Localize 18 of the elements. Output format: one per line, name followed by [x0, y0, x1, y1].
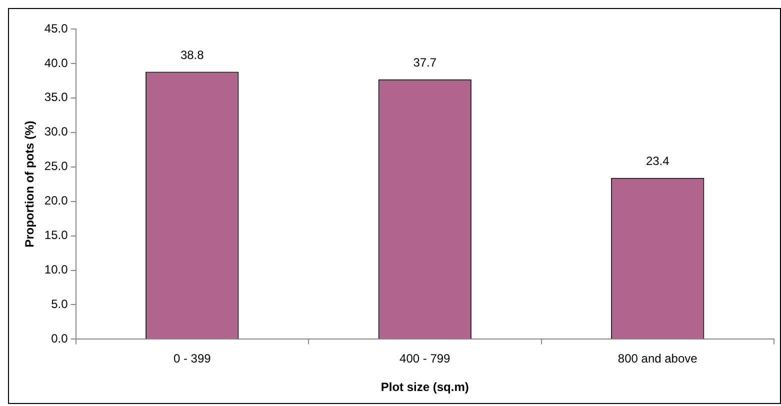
x-tick-label: 400 - 799 [400, 352, 451, 366]
y-tick-label: 30.0 [44, 124, 68, 139]
y-tick-label: 25.0 [44, 159, 68, 174]
y-tick-label: 0.0 [51, 332, 68, 346]
y-axis-title: Proportion of pots (%) [22, 120, 37, 248]
y-tick-label: 5.0 [51, 297, 68, 312]
y-tick-label: 45.0 [44, 21, 68, 36]
y-tick-label: 15.0 [44, 228, 68, 242]
x-tick-label: 0 - 399 [173, 352, 212, 366]
data-label: 37.7 [413, 56, 437, 70]
y-tick-label: 40.0 [44, 56, 68, 70]
y-tick-label: 35.0 [44, 90, 68, 104]
y-tick-label: 10.0 [44, 262, 68, 277]
x-axis-title: Plot size (sq.m) [380, 380, 469, 394]
y-tick-label: 20.0 [44, 194, 68, 208]
data-label: 38.8 [180, 48, 204, 62]
data-label: 23.4 [646, 154, 670, 168]
x-tick-label: 800 and above [618, 352, 698, 366]
